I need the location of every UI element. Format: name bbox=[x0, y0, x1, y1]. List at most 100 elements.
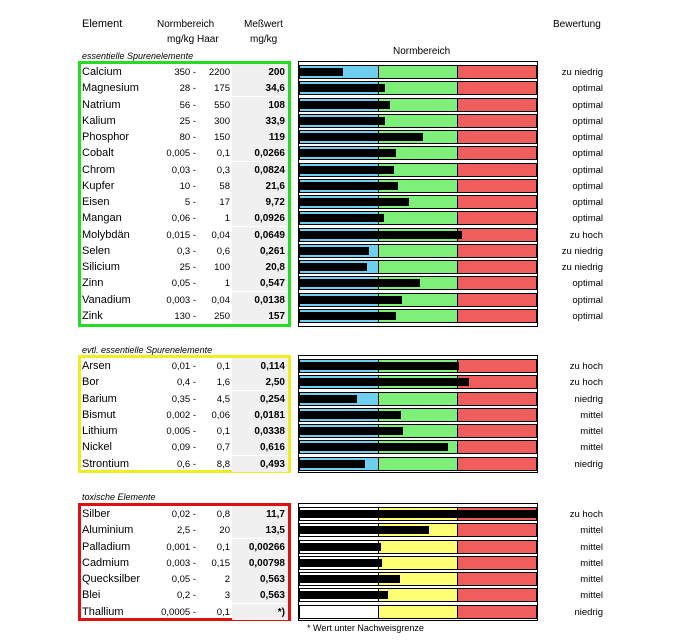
table-row: Strontium 0,6 - 8,8 0,493 niedrig bbox=[0, 455, 676, 472]
norm-low: 0,09 - bbox=[171, 442, 196, 454]
header-norm-unit: mg/kg Haar bbox=[167, 34, 219, 45]
norm-low: 28 - bbox=[179, 83, 196, 95]
zone-high bbox=[457, 572, 537, 586]
measured-value: 0,0649 bbox=[232, 226, 288, 243]
zone-high bbox=[457, 456, 537, 471]
element-name: Bismut bbox=[82, 408, 116, 421]
table-row: Lithium 0,005 - 0,1 0,0338 mittel bbox=[0, 423, 676, 439]
zone-high bbox=[457, 97, 537, 112]
norm-low: 130 - bbox=[174, 310, 196, 322]
element-name: Kupfer bbox=[82, 179, 115, 192]
zone-low bbox=[299, 604, 380, 619]
zone-high bbox=[457, 292, 537, 307]
norm-low: 0,001 - bbox=[166, 541, 196, 553]
rating-text: optimal bbox=[572, 180, 603, 192]
value-bar bbox=[300, 279, 421, 288]
element-name: Thallium bbox=[82, 605, 124, 618]
norm-high: 0,15 bbox=[211, 557, 231, 569]
norm-low: 10 - bbox=[179, 180, 196, 192]
rating-text: mittel bbox=[580, 525, 603, 537]
chart-frame-toxic bbox=[298, 503, 538, 621]
zone-high bbox=[457, 588, 537, 603]
table-row: Calcium 350 - 2200 200 zu niedrig bbox=[0, 64, 676, 80]
table-row: Bismut 0,002 - 0,06 0,0181 mittel bbox=[0, 406, 676, 423]
norm-high: 0,04 bbox=[211, 229, 231, 241]
element-name: Phosphor bbox=[82, 131, 130, 143]
zone-high bbox=[457, 555, 537, 570]
measured-value: 0,261 bbox=[232, 242, 288, 259]
norm-low: 0,005 - bbox=[166, 426, 196, 437]
element-name: Cobalt bbox=[82, 147, 114, 160]
rating-text: mittel bbox=[580, 426, 603, 437]
zone-high bbox=[457, 162, 537, 177]
table-row: Cobalt 0,005 - 0,1 0,0266 optimal bbox=[0, 145, 676, 162]
measured-value: 0,0926 bbox=[232, 210, 288, 227]
value-bar bbox=[300, 443, 448, 452]
value-bar bbox=[300, 558, 383, 567]
rating-text: zu niedrig bbox=[561, 262, 603, 273]
norm-high: 150 bbox=[214, 132, 230, 143]
zone-high bbox=[457, 523, 537, 538]
value-bar bbox=[300, 84, 385, 93]
element-name: Nickel bbox=[82, 441, 112, 454]
zone-normal bbox=[378, 555, 459, 570]
element-name: Blei bbox=[82, 589, 101, 602]
value-bar bbox=[300, 230, 462, 239]
norm-low: 0,4 - bbox=[176, 377, 196, 389]
table-row: Kalium 25 - 300 33,9 optimal bbox=[0, 112, 676, 129]
norm-high: 250 bbox=[214, 310, 230, 322]
table-row: Bor 0,4 - 1,6 2,50 zu hoch bbox=[0, 374, 676, 391]
norm-high: 0,1 bbox=[216, 606, 230, 618]
value-bar bbox=[300, 394, 357, 403]
value-bar bbox=[300, 311, 397, 320]
zone-normal bbox=[378, 604, 459, 619]
element-name: Zink bbox=[82, 309, 103, 322]
header-measured-unit: mg/kg bbox=[250, 34, 278, 45]
table-row: Phosphor 80 - 150 119 optimal bbox=[0, 129, 676, 145]
zone-normal bbox=[378, 539, 459, 554]
norm-high: 100 bbox=[214, 262, 230, 273]
value-bar bbox=[300, 100, 391, 109]
measured-value: 0,254 bbox=[232, 390, 288, 407]
norm-high: 175 bbox=[214, 83, 230, 95]
footnote: * Wert unter Nachweisgrenze bbox=[307, 623, 424, 633]
measured-value: 0,563 bbox=[232, 571, 288, 587]
measured-value: 0,0266 bbox=[232, 145, 288, 162]
value-bar bbox=[300, 427, 403, 435]
element-name: Kalium bbox=[82, 114, 116, 127]
element-name: Bor bbox=[82, 376, 100, 389]
element-name: Eisen bbox=[82, 196, 110, 208]
zone-high bbox=[457, 243, 537, 258]
measured-value: 0,00266 bbox=[232, 538, 288, 555]
element-name: Mangan bbox=[82, 212, 122, 225]
element-name: Aluminium bbox=[82, 524, 134, 537]
measured-value: 0,563 bbox=[232, 587, 288, 604]
rating-text: optimal bbox=[572, 213, 603, 225]
header-element: Element bbox=[82, 18, 123, 30]
element-name: Lithium bbox=[82, 425, 118, 437]
table-row: Silicium 25 - 100 20,8 zu niedrig bbox=[0, 259, 676, 275]
rating-text: mittel bbox=[580, 442, 603, 454]
zone-high bbox=[457, 130, 537, 144]
rating-text: niedrig bbox=[574, 458, 603, 470]
rating-text: zu hoch bbox=[569, 377, 603, 389]
value-bar bbox=[300, 591, 388, 600]
measured-value: 9,72 bbox=[232, 194, 288, 210]
zone-high bbox=[457, 211, 537, 226]
element-name: Calcium bbox=[82, 66, 122, 78]
norm-high: 3 bbox=[224, 590, 230, 602]
measured-value: 108 bbox=[232, 96, 288, 113]
table-row: Quecksilber 0,05 - 2 0,563 mittel bbox=[0, 571, 676, 587]
element-name: Arsen bbox=[82, 360, 111, 372]
norm-low: 0,003 - bbox=[166, 557, 196, 569]
table-row: Aluminium 2,5 - 20 13,5 mittel bbox=[0, 522, 676, 539]
value-bar bbox=[300, 181, 398, 190]
zone-high bbox=[457, 539, 537, 554]
rating-text: zu hoch bbox=[569, 509, 603, 520]
rating-text: optimal bbox=[572, 148, 603, 160]
zone-high bbox=[457, 359, 537, 373]
norm-high: 1 bbox=[224, 278, 230, 290]
element-name: Vanadium bbox=[82, 293, 131, 306]
zone-high bbox=[457, 81, 537, 96]
norm-low: 0,35 - bbox=[171, 393, 196, 405]
